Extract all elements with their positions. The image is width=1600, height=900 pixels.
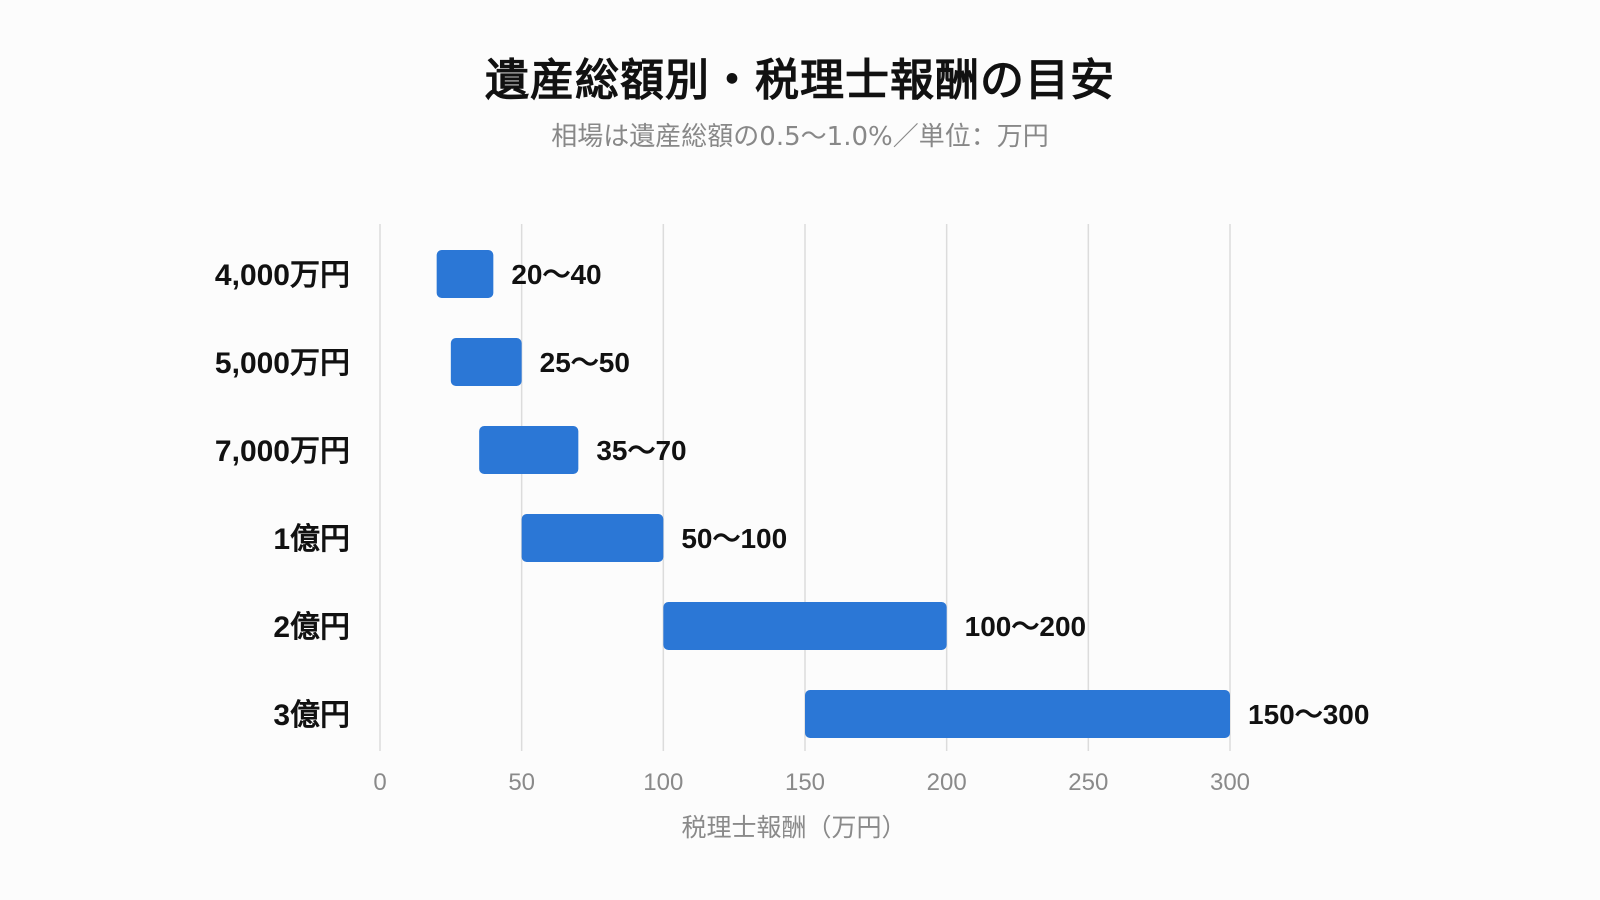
gridlines bbox=[379, 224, 1231, 751]
category-label: 2億円 bbox=[273, 611, 350, 644]
category-label: 1億円 bbox=[273, 523, 350, 556]
x-tick-label: 0 bbox=[373, 769, 386, 796]
value-label: 35〜70 bbox=[596, 435, 686, 466]
chart-title: 遺産総額別・税理士報酬の目安 bbox=[485, 55, 1115, 106]
category-labels: 4,000万円 5,000万円 7,000万円 1億円 2億円 3億円 bbox=[215, 259, 350, 732]
range-bar bbox=[450, 338, 522, 386]
range-bar bbox=[805, 690, 1230, 738]
value-label: 150〜300 bbox=[1248, 699, 1369, 730]
category-label: 4,000万円 bbox=[215, 259, 350, 292]
x-tick-label: 300 bbox=[1210, 769, 1250, 796]
x-tick-label: 100 bbox=[643, 769, 683, 796]
value-labels: 20〜40 25〜50 35〜70 50〜100 100〜200 150〜300 bbox=[511, 259, 1369, 730]
category-label: 7,000万円 bbox=[215, 435, 350, 468]
x-tick-labels: 0 50 100 150 200 250 300 bbox=[373, 769, 1250, 796]
range-bar bbox=[663, 602, 947, 650]
x-tick-label: 150 bbox=[785, 769, 825, 796]
category-label: 5,000万円 bbox=[215, 347, 350, 380]
bars bbox=[436, 250, 1230, 738]
range-bar bbox=[479, 426, 579, 474]
category-label: 3億円 bbox=[273, 699, 350, 732]
x-tick-label: 250 bbox=[1068, 769, 1108, 796]
x-axis-title: 税理士報酬（万円） bbox=[681, 813, 906, 842]
value-label: 20〜40 bbox=[511, 259, 601, 290]
x-tick-label: 200 bbox=[927, 769, 967, 796]
value-label: 50〜100 bbox=[681, 523, 787, 554]
range-bar bbox=[521, 514, 664, 562]
x-tick-label: 50 bbox=[508, 769, 535, 796]
chart-subtitle: 相場は遺産総額の0.5〜1.0%／単位：万円 bbox=[551, 122, 1049, 152]
range-bar bbox=[436, 250, 494, 298]
value-label: 25〜50 bbox=[540, 347, 630, 378]
value-label: 100〜200 bbox=[965, 611, 1086, 642]
